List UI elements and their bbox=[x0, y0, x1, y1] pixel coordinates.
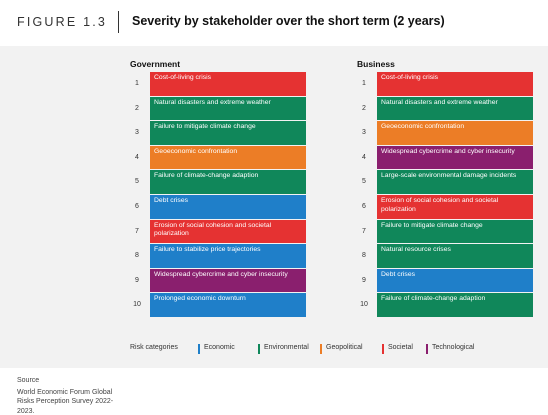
risk-bar: Prolonged economic downturn bbox=[150, 293, 306, 317]
legend-label: Geopolitical bbox=[326, 344, 363, 351]
risk-rank: 4 bbox=[135, 153, 139, 161]
legend-label: Environmental bbox=[264, 344, 309, 351]
risk-bar: Natural disasters and extreme weather bbox=[150, 96, 306, 121]
risk-row: 7 Failure to mitigate climate change bbox=[357, 219, 548, 244]
risk-rank: 1 bbox=[362, 80, 366, 87]
chart-panel: Government 1 Cost-of-living crisis 2 Natura… bbox=[0, 46, 548, 368]
risk-rank: 9 bbox=[135, 276, 139, 284]
legend-swatch bbox=[426, 344, 428, 354]
risk-rank: 2 bbox=[135, 104, 139, 112]
legend-title: Risk categories bbox=[130, 344, 178, 351]
figure-title: Severity by stakeholder over the short t… bbox=[132, 14, 445, 28]
risk-row: 1 Cost-of-living crisis bbox=[130, 72, 330, 96]
risk-rank: 10 bbox=[360, 301, 368, 309]
business-column: Business 1 Cost-of-living crisis 2 Natural … bbox=[357, 58, 548, 317]
risk-rank: 7 bbox=[135, 227, 139, 235]
risk-row: 2 Natural disasters and extreme weather bbox=[357, 96, 548, 121]
source-title: Source bbox=[17, 377, 40, 384]
risk-row: 3 Geoeconomic confrontation bbox=[357, 121, 548, 145]
figure-header: FIGURE 1.3 Severity by stakeholder over … bbox=[0, 0, 548, 46]
risk-row: 4 Widespread cybercrime and cyber insecur… bbox=[357, 145, 548, 170]
risk-bar: Erosion of social cohesion and societal … bbox=[377, 195, 533, 219]
legend-label: Technological bbox=[432, 344, 475, 351]
risk-bar: Cost-of-living crisis bbox=[377, 72, 533, 96]
risk-row: 7 Erosion of social cohesion and societal… bbox=[130, 219, 330, 244]
legend-swatch bbox=[258, 344, 260, 354]
risk-rank: 10 bbox=[133, 301, 141, 309]
figure-label: FIGURE 1.3 bbox=[17, 15, 108, 29]
source-note: Source World Economic Forum Global Risks… bbox=[17, 376, 127, 415]
risk-bar: Failure of climate-change adaption bbox=[150, 170, 306, 194]
risk-row: 10 Prolonged economic downturn bbox=[130, 293, 330, 317]
business-column-header: Business bbox=[357, 59, 395, 69]
risk-bar: Failure to stabilize price trajectories bbox=[150, 244, 306, 268]
risk-bar: Widespread cybercrime and cyber insecuri… bbox=[377, 145, 533, 170]
legend-swatch bbox=[382, 344, 384, 354]
risk-row: 2 Natural disasters and extreme weather bbox=[130, 96, 330, 121]
header-divider bbox=[118, 11, 119, 33]
risk-row: 8 Failure to stabilize price trajectories bbox=[130, 244, 330, 268]
risk-bar: Natural resource crises bbox=[377, 244, 533, 268]
risk-bar: Widespread cybercrime and cyber insecuri… bbox=[150, 268, 306, 293]
risk-row: 4 Geoeconomic confrontation bbox=[130, 145, 330, 170]
risk-row: 9 Widespread cybercrime and cyber insecur… bbox=[130, 268, 330, 293]
risk-rank: 5 bbox=[362, 178, 366, 186]
risk-bar: Debt crises bbox=[377, 268, 533, 293]
risk-bar: Failure to mitigate climate change bbox=[377, 219, 533, 244]
risk-row: 8 Natural resource crises bbox=[357, 244, 548, 268]
risk-row: 1 Cost-of-living crisis bbox=[357, 72, 548, 96]
risk-row: 5 Failure of climate-change adaption bbox=[130, 170, 330, 194]
risk-rank: 2 bbox=[362, 104, 366, 112]
risk-rank: 8 bbox=[135, 252, 139, 260]
risk-rank: 8 bbox=[362, 252, 366, 260]
legend-swatch bbox=[198, 344, 200, 354]
risk-rank: 6 bbox=[135, 203, 139, 210]
risk-row: 6 Debt crises bbox=[130, 195, 330, 219]
risk-rank: 7 bbox=[362, 227, 366, 235]
legend-label: Societal bbox=[388, 344, 413, 351]
risk-rank: 3 bbox=[362, 129, 366, 137]
risk-bar: Failure of climate-change adaption bbox=[377, 293, 533, 317]
risk-bar: Geoeconomic confrontation bbox=[150, 145, 306, 170]
risk-row: 3 Failure to mitigate climate change bbox=[130, 121, 330, 145]
risk-bar: Debt crises bbox=[150, 195, 306, 219]
risk-row: 9 Debt crises bbox=[357, 268, 548, 293]
risk-bar: Large-scale environmental damage inciden… bbox=[377, 170, 533, 194]
government-column-header: Government bbox=[130, 59, 181, 69]
risk-bar: Failure to mitigate climate change bbox=[150, 121, 306, 145]
government-column: Government 1 Cost-of-living crisis 2 Natura… bbox=[130, 58, 330, 317]
risk-rank: 6 bbox=[362, 203, 366, 210]
risk-bar: Natural disasters and extreme weather bbox=[377, 96, 533, 121]
risk-bar: Geoeconomic confrontation bbox=[377, 121, 533, 145]
source-text: World Economic Forum Global Risks Percep… bbox=[17, 388, 114, 415]
risk-rank: 3 bbox=[135, 129, 139, 137]
legend-swatch bbox=[320, 344, 322, 354]
risk-row: 5 Large-scale environmental damage incide… bbox=[357, 170, 548, 194]
risk-rank: 9 bbox=[362, 276, 366, 284]
risk-rank: 4 bbox=[362, 153, 366, 161]
risk-bar: Cost-of-living crisis bbox=[150, 72, 306, 96]
risk-row: 6 Erosion of social cohesion and societal… bbox=[357, 195, 548, 219]
risk-rank: 1 bbox=[135, 80, 139, 87]
risk-row: 10 Failure of climate-change adaption bbox=[357, 293, 548, 317]
risk-rank: 5 bbox=[135, 178, 139, 186]
risk-bar: Erosion of social cohesion and societal … bbox=[150, 219, 306, 244]
legend-label: Economic bbox=[204, 344, 235, 351]
